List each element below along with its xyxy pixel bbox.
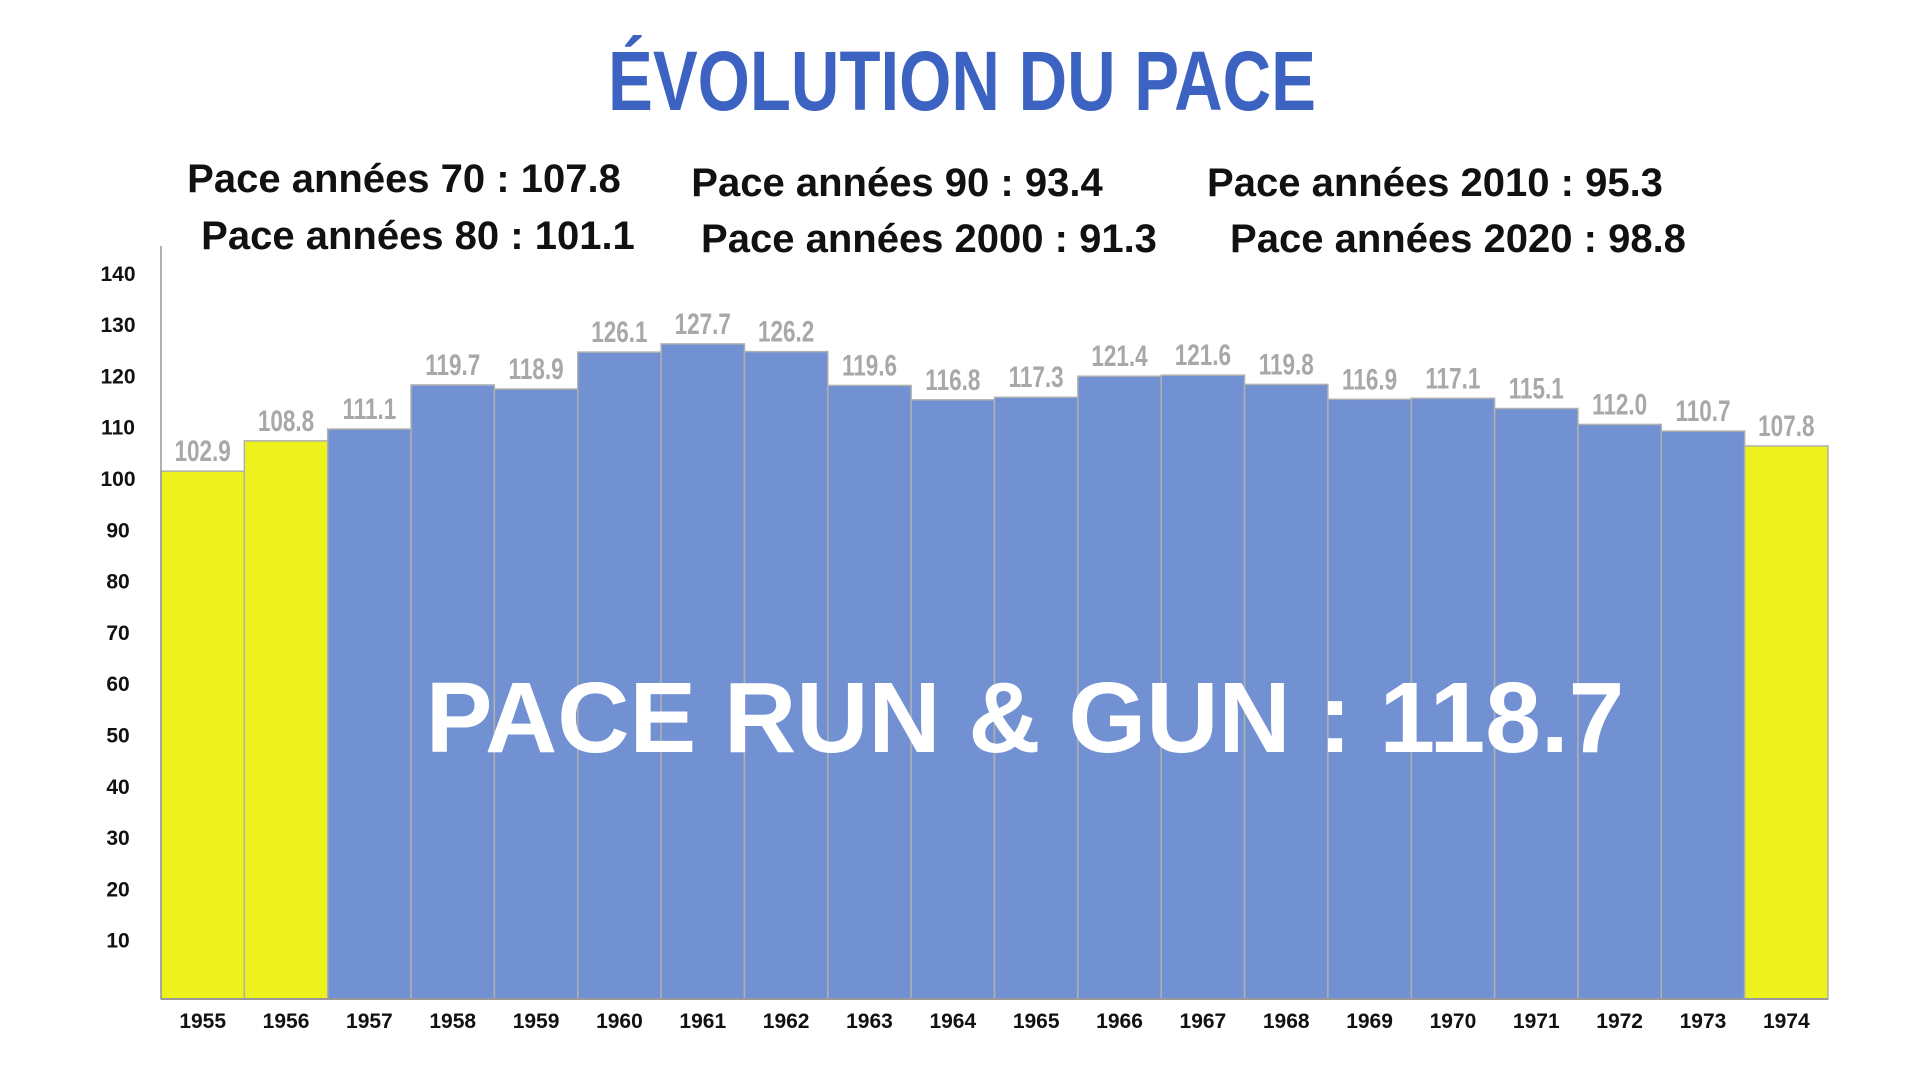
value-label-1968: 119.8	[1259, 347, 1314, 381]
value-label-1960: 126.1	[591, 315, 647, 349]
value-label-1971: 115.1	[1509, 371, 1564, 405]
bar-1955	[160, 470, 246, 1000]
x-tick-1968: 1968	[1263, 1010, 1310, 1033]
y-tick-80: 80	[106, 571, 129, 594]
y-tick-120: 120	[100, 365, 135, 388]
chart-title: ÉVOLUTION DU PACE	[608, 35, 1316, 129]
x-tick-1963: 1963	[846, 1010, 893, 1033]
value-label-1958: 119.7	[425, 348, 480, 382]
x-tick-1971: 1971	[1513, 1010, 1560, 1033]
x-tick-1969: 1969	[1346, 1010, 1393, 1033]
y-tick-20: 20	[106, 878, 129, 901]
bar-1969	[1327, 398, 1413, 1000]
annotation-90s: Pace années 90 : 93.4	[691, 161, 1103, 205]
annotation-2010s: Pace années 2010 : 95.3	[1207, 161, 1663, 205]
x-tick-1972: 1972	[1596, 1010, 1643, 1033]
value-label-1972: 112.0	[1592, 387, 1647, 421]
bar-1958	[410, 384, 496, 1000]
value-label-1963: 119.6	[842, 348, 897, 382]
y-tick-10: 10	[106, 930, 129, 953]
value-label-1966: 121.4	[1091, 339, 1147, 373]
y-tick-70: 70	[106, 622, 129, 645]
y-tick-110: 110	[101, 417, 135, 440]
y-tick-40: 40	[106, 776, 129, 799]
x-tick-1973: 1973	[1680, 1010, 1727, 1033]
bar-1957	[326, 428, 412, 1000]
x-tick-1961: 1961	[679, 1010, 726, 1033]
bar-1956	[243, 440, 329, 1000]
bar-1960	[577, 351, 662, 1000]
bar-1964	[910, 399, 996, 1000]
bar-1971	[1493, 407, 1579, 1000]
bar-1962	[743, 350, 829, 1000]
x-tick-1967: 1967	[1180, 1010, 1227, 1033]
value-label-1970: 117.1	[1425, 361, 1480, 395]
x-tick-1974: 1974	[1763, 1010, 1810, 1033]
annotation-70s: Pace années 70 : 107.8	[187, 157, 621, 201]
x-tick-1970: 1970	[1430, 1010, 1477, 1033]
x-tick-1960: 1960	[596, 1010, 643, 1033]
x-tick-1965: 1965	[1013, 1010, 1060, 1033]
bars	[160, 343, 1829, 1000]
x-axis-ticks: 1955 1956 1957 1958 1959 1960 1961 1962 1963 1964…	[179, 1010, 1810, 1033]
value-label-1974: 107.8	[1758, 409, 1814, 443]
value-label-1965: 117.3	[1009, 360, 1064, 394]
value-label-1961: 127.7	[675, 307, 731, 341]
value-label-1967: 121.6	[1175, 338, 1231, 372]
overlay-text: PACE RUN & GUN : 118.7	[426, 662, 1624, 774]
y-axis-ticks: 10 20 30 40 50 60 70 80 90 100 110 120 130 140	[100, 263, 135, 953]
y-tick-60: 60	[106, 673, 129, 696]
annotation-2000s: Pace années 2000 : 91.3	[701, 217, 1157, 261]
y-tick-100: 100	[100, 468, 135, 491]
y-tick-50: 50	[106, 725, 129, 748]
x-tick-1966: 1966	[1096, 1010, 1143, 1033]
bar-1970	[1410, 397, 1496, 1000]
x-tick-1956: 1956	[263, 1010, 310, 1033]
bar-1968	[1243, 383, 1329, 1000]
annotation-2020s: Pace années 2020 : 98.8	[1230, 217, 1686, 261]
y-tick-140: 140	[100, 263, 135, 286]
y-tick-130: 130	[100, 314, 135, 337]
y-tick-30: 30	[106, 827, 129, 850]
x-tick-1957: 1957	[346, 1010, 393, 1033]
x-tick-1955: 1955	[179, 1010, 226, 1033]
value-label-1956: 108.8	[258, 404, 314, 438]
x-tick-1958: 1958	[429, 1010, 476, 1033]
value-label-1957: 111.1	[342, 392, 396, 426]
value-labels: 102.9 108.8 111.1 119.7 118.9 126.1 127.7 126.2…	[175, 307, 1815, 468]
bar-1973	[1660, 430, 1746, 1000]
bar-1972	[1577, 423, 1663, 1000]
x-tick-1964: 1964	[929, 1010, 976, 1033]
x-tick-1959: 1959	[513, 1010, 560, 1033]
annotation-80s: Pace années 80 : 101.1	[201, 214, 635, 258]
value-label-1964: 116.8	[925, 363, 980, 397]
bar-1974	[1743, 445, 1829, 1000]
value-label-1969: 116.9	[1342, 362, 1397, 396]
bar-1966	[1077, 375, 1162, 1000]
x-tick-1962: 1962	[763, 1010, 810, 1033]
bar-1959	[493, 388, 579, 1000]
annotations: Pace années 70 : 107.8 Pace années 80 : …	[187, 157, 1686, 261]
value-label-1973: 110.7	[1675, 394, 1730, 428]
y-tick-90: 90	[106, 519, 129, 542]
bar-1967	[1160, 374, 1246, 1000]
value-label-1955: 102.9	[175, 434, 231, 468]
value-label-1959: 118.9	[509, 352, 564, 386]
value-label-1962: 126.2	[758, 314, 814, 348]
